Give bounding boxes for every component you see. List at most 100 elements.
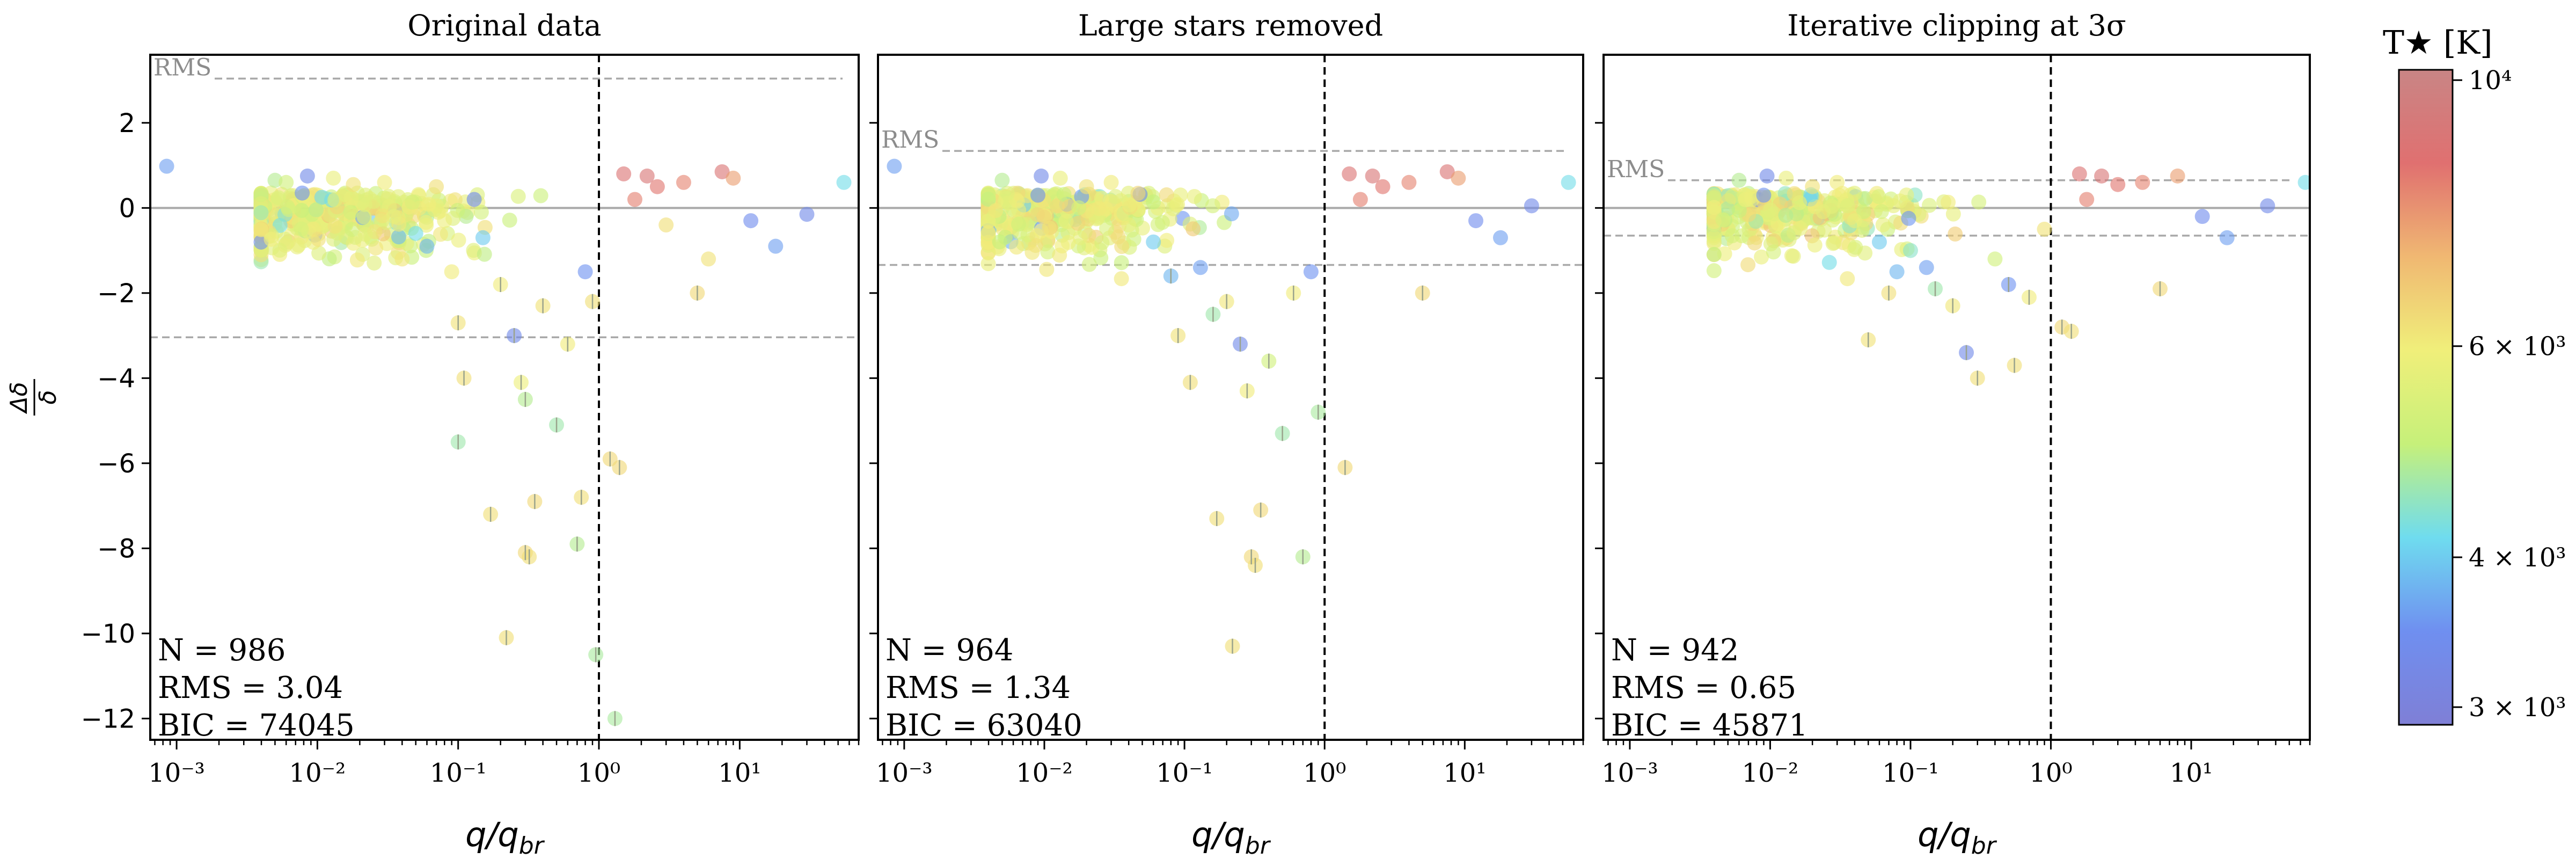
data-point [1114,255,1129,271]
data-point [1816,204,1831,220]
data-point [836,174,852,190]
data-point [1058,214,1074,229]
data-point [726,170,741,186]
data-point [1224,206,1239,222]
stat-n: N = 964 [885,633,1013,668]
data-point [2037,221,2052,237]
data-point [992,234,1007,250]
data-point [437,213,452,229]
x-tick-label: 10⁰ [2029,758,2072,788]
data-point [1945,206,1961,222]
data-point [1847,213,1862,229]
panel-3: RMS Iterative clipping at 3σ 10⁻³ 10⁻² 10⁻¹ 1… [1595,9,2311,859]
data-point [2297,174,2310,190]
data-point [429,179,444,194]
data-point [1987,251,2003,267]
data-point [346,177,361,192]
data-point [294,202,310,218]
data-point [1192,260,1208,275]
data-point [1079,179,1094,194]
data-point [1205,198,1220,214]
plot-area [1604,55,2310,740]
data-point [1778,208,1794,223]
data-point [1024,245,1040,260]
data-point [1706,263,1722,279]
data-point [1848,239,1863,255]
data-point [405,194,420,210]
data-point [1847,185,1862,201]
data-point [1091,201,1107,216]
data-point [1041,220,1057,236]
panel-frame [877,54,1584,741]
data-point [1759,168,1775,184]
data-point [1052,170,1068,186]
data-point [1093,250,1109,266]
data-point [1738,192,1753,207]
data-point [1034,168,1049,184]
data-point [1187,188,1202,204]
x-tick-label: 10⁻² [1016,758,1073,788]
data-point [2170,168,2185,184]
data-point [267,172,283,188]
data-point [421,196,436,212]
x-axis-label-subscript: br [519,832,545,859]
data-point [1114,239,1130,254]
colorbar-tick-label: 10⁴ [2469,65,2512,96]
data-point [311,231,326,247]
data-point [309,202,324,218]
stat-n: N = 942 [1611,633,1739,668]
data-point [1040,244,1056,260]
panel-title: Iterative clipping at 3σ [1787,9,2126,42]
data-point [1009,239,1024,255]
data-point [1724,228,1740,244]
data-point [1706,187,1722,203]
panel-2: RMS Large stars removed 10⁻³ 10⁻² 10⁻¹ 10⁰ 10¹… [869,9,1584,859]
data-point [1561,174,1576,190]
data-point [994,172,1010,188]
x-tick-label: 10⁻³ [148,758,205,788]
y-tick-label: −12 [81,704,135,734]
data-point [2194,209,2210,224]
data-point [386,209,402,224]
data-point [264,231,279,247]
panel-title: Large stars removed [1078,9,1383,42]
data-point [1342,166,1357,181]
data-point [1941,194,1956,210]
y-axis-label: Δδ δ [5,379,62,416]
data-point [253,187,269,202]
data-point [1081,257,1097,272]
data-point [327,192,343,208]
rms-label: RMS [1607,156,1665,183]
data-point [375,208,390,223]
data-point [1740,257,1756,273]
y-tick-label: −4 [97,363,135,394]
colorbar-gradient [2398,69,2454,726]
data-point [451,232,466,248]
data-point [1871,189,1886,205]
x-tick-label: 10⁻² [1742,758,1799,788]
data-point [1825,236,1841,251]
stat-bic: BIC = 63040 [885,708,1082,743]
data-point [980,187,996,203]
y-tick-label: 2 [119,108,135,139]
data-point [326,170,341,186]
data-point [1817,222,1832,238]
x-tick-label: 10⁻¹ [1882,758,1939,788]
data-point [444,264,459,280]
data-point [1303,264,1319,280]
data-point [433,227,448,242]
data-point [1159,232,1175,248]
data-point [1159,187,1174,202]
data-point [1072,230,1088,245]
data-point [1829,174,1845,190]
plot-area [878,55,1583,740]
panel-title: Original data [407,9,601,42]
x-tick-label: 10¹ [1443,758,1486,788]
data-point [343,190,359,206]
data-point [502,213,517,228]
data-point [639,168,655,184]
data-point [270,190,286,206]
data-point [358,187,374,203]
panel-frame [149,54,860,741]
